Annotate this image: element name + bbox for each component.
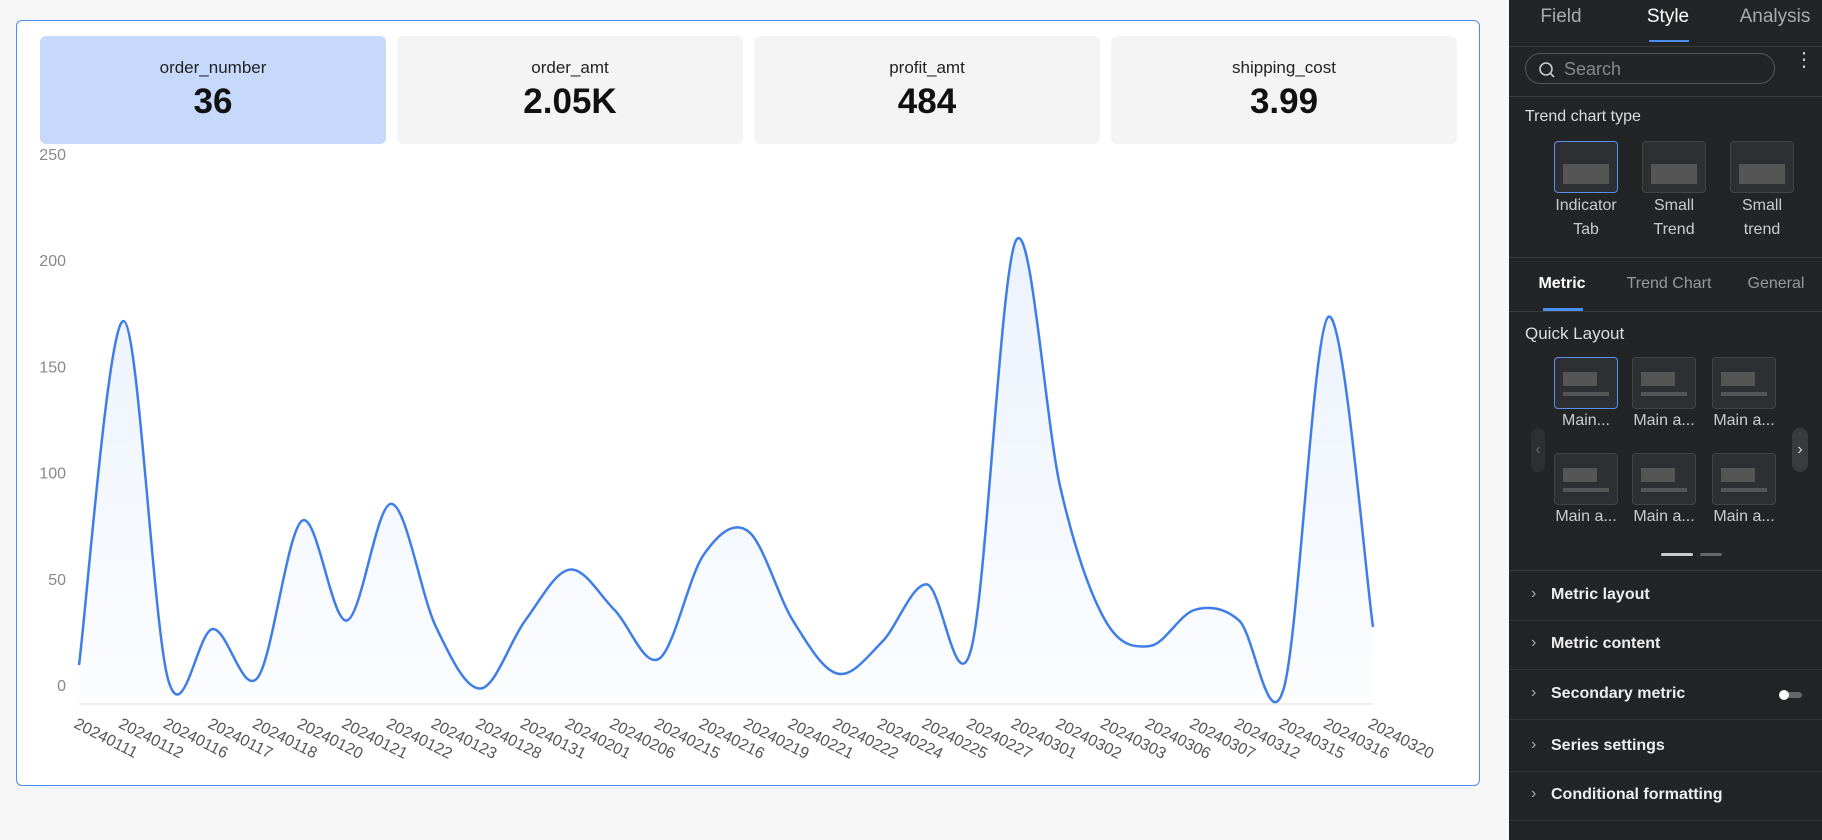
kpi-label: shipping_cost [1232,58,1336,77]
collapsible-section[interactable]: › Metric content [1509,620,1822,670]
thumb-shape [1739,164,1785,184]
pager-dot[interactable] [1700,553,1722,556]
chevron: › [1531,634,1537,651]
kpi-card[interactable]: order_amt 2.05K [397,36,743,144]
toggle-knob [1779,690,1789,700]
section-label: Metric layout [1551,586,1650,603]
subtab[interactable]: Trend Chart [1626,275,1712,292]
layout-option[interactable] [1632,453,1696,505]
kpi-label: profit_amt [889,58,965,77]
tab[interactable]: Style [1646,6,1690,27]
line [77,236,1375,704]
carousel-next[interactable]: › [1792,428,1808,472]
more-icon[interactable]: ⋮ [1794,49,1814,71]
subtab-underline [1543,308,1583,311]
kpi-value: 36 [193,82,233,121]
option-label: Small trend [1741,197,1782,238]
thumb-shape [1641,468,1675,482]
thumb-shape [1651,164,1697,184]
kpi-card[interactable]: profit_amt 484 [754,36,1100,144]
kpi-value: 3.99 [1249,82,1319,121]
layout-option[interactable] [1554,453,1618,505]
chart: 0501001502002502024011120240112202401162… [39,147,1436,763]
settings-panel: Search ⋮ Trend chart type Quick Layout ‹… [1509,0,1822,840]
kpi-card[interactable]: shipping_cost 3.99 [1111,36,1457,144]
layout-option[interactable] [1712,357,1776,409]
tab[interactable]: Analysis [1739,6,1811,27]
option-label: Main... [1561,412,1610,429]
thumb-shape [1641,392,1687,396]
thumb-shape [1563,392,1609,396]
layout-option[interactable] [1632,357,1696,409]
carousel-prev[interactable]: ‹ [1531,428,1545,472]
tab[interactable]: Field [1540,6,1582,27]
option-label: Main a... [1633,508,1695,525]
collapsible-section[interactable]: › Metric layout [1509,571,1822,621]
kpi-card[interactable]: order_number 36 [40,36,386,144]
search-placeholder: Search [1564,59,1622,79]
kpi-value: 484 [897,82,957,121]
chevron: › [1531,684,1537,701]
thumb-shape [1641,488,1687,492]
thumb-shape [1721,468,1755,482]
divider [1509,257,1822,258]
kpi-label: order_amt [531,58,609,77]
subtab[interactable]: General [1747,275,1805,292]
option-label: Small Trend [1653,197,1695,238]
area [79,238,1373,703]
section-title: Quick Layout [1525,324,1625,343]
toggle[interactable] [1780,692,1802,698]
subtab[interactable]: Metric [1538,275,1586,292]
option-label: Indicator Tab [1555,197,1617,238]
divider [1509,570,1822,571]
thumb-shape [1721,488,1767,492]
chevron: › [1531,785,1537,802]
chart-type-option[interactable] [1554,141,1618,193]
chart-type-option[interactable] [1642,141,1706,193]
thumb-shape [1563,488,1609,492]
tab-underline [1649,40,1689,42]
y-tick-label: 100 [39,466,66,483]
option-label: Main a... [1713,508,1775,525]
divider [1509,46,1822,47]
y-tick-label: 0 [57,678,66,695]
option-label: Main a... [1713,412,1775,429]
kpi-value: 2.05K [523,82,617,121]
layout-option[interactable] [1712,453,1776,505]
y-tick-label: 250 [39,147,66,164]
collapsible-section[interactable]: › Conditional formatting [1509,771,1822,821]
thumb-shape [1563,372,1597,386]
divider [1509,96,1822,97]
search-box[interactable]: Search [1525,53,1775,84]
kpi-label: order_number [159,58,267,77]
section-label: Metric content [1551,635,1661,652]
divider [1509,311,1822,312]
thumb-shape [1563,164,1609,184]
section-label: Series settings [1551,737,1665,754]
thumb-shape [1641,372,1675,386]
option-label: Main a... [1555,508,1617,525]
section-label: Conditional formatting [1551,786,1723,803]
layout-option[interactable] [1554,357,1618,409]
chevron: › [1531,736,1537,753]
search-icon [1539,62,1555,78]
section-title: Trend chart type [1525,108,1641,125]
y-tick-label: 150 [39,359,66,376]
thumb-shape [1721,372,1755,386]
option-label: Main a... [1633,412,1695,429]
y-tick-label: 50 [48,572,66,589]
collapsible-section[interactable]: › Secondary metric [1509,670,1822,720]
chevron: › [1531,585,1537,602]
thumb-shape [1721,392,1767,396]
collapsible-section[interactable]: › Series settings [1509,722,1822,772]
chart-type-option[interactable] [1730,141,1794,193]
pager-dot[interactable] [1661,553,1693,556]
y-tick-label: 200 [39,253,66,270]
thumb-shape [1563,468,1597,482]
section-label: Secondary metric [1551,685,1686,702]
